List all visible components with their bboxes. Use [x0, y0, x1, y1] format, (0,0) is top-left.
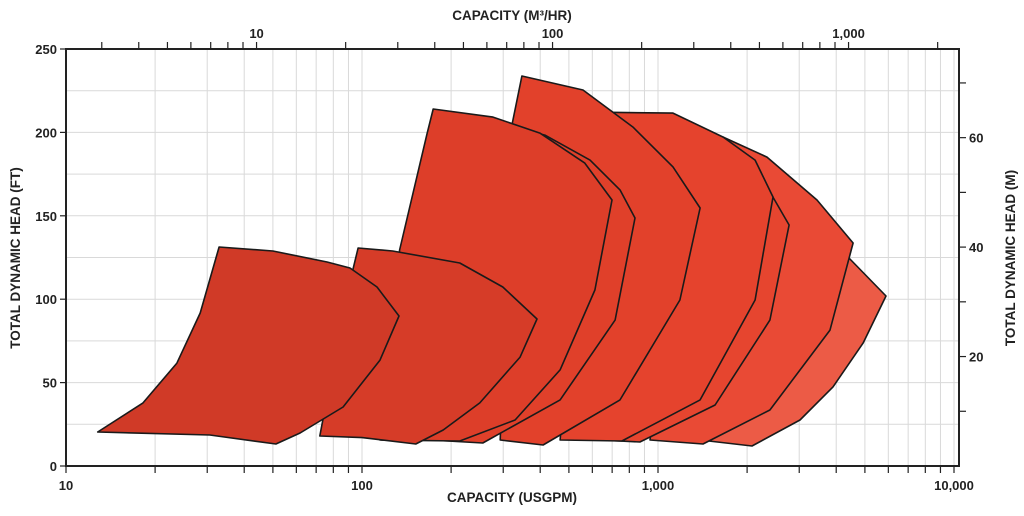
x-tick-label: 1,000: [642, 478, 675, 493]
y-tick-label: 200: [35, 125, 57, 140]
x-tick-label: 100: [351, 478, 373, 493]
y-tick-label: 100: [35, 292, 57, 307]
axis-ticks: [60, 42, 966, 473]
x-tick-label: 10,000: [934, 478, 974, 493]
pump-range-1: [96, 246, 400, 445]
plot-frame: [65, 48, 960, 467]
tick-labels: 10 100 1,000 10,000 10 100 1,000 0 50 100 150 200 25…: [35, 26, 983, 493]
y2-tick-label: 60: [969, 131, 983, 146]
x2-tick-label: 1,000: [832, 26, 865, 41]
y-axis-title: TOTAL DYNAMIC HEAD (FT): [8, 167, 23, 349]
x2-axis-title: CAPACITY (M³/HR): [452, 8, 572, 23]
x2-tick-label: 100: [542, 26, 564, 41]
y2-axis-title: TOTAL DYNAMIC HEAD (M): [1003, 170, 1018, 346]
y-tick-label: 50: [43, 376, 57, 391]
pump-ranges: [96, 75, 887, 447]
y-tick-label: 250: [35, 42, 57, 57]
y-tick-label: 150: [35, 209, 57, 224]
x2-tick-label: 10: [249, 26, 263, 41]
x-tick-label: 10: [59, 478, 73, 493]
y2-tick-label: 20: [969, 350, 983, 365]
y2-tick-label: 40: [969, 240, 983, 255]
y-tick-label: 0: [50, 459, 57, 474]
x-axis-title: CAPACITY (USGPM): [447, 490, 577, 505]
